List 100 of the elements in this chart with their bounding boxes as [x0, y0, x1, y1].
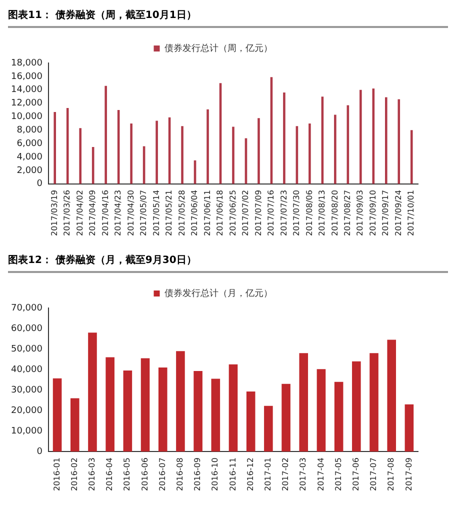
x-tick-label: 2017/07/02: [241, 190, 250, 236]
x-tick-label: 2016-07: [158, 458, 167, 492]
x-tick-label: 2017/05/28: [177, 190, 186, 236]
bar: [264, 406, 273, 452]
x-tick-label: 2017/06/18: [216, 190, 225, 236]
x-tick-label: 2017/06/11: [202, 190, 212, 236]
x-tick-label: 2016-12: [246, 458, 255, 492]
x-tick-label: 2017/09/03: [356, 190, 365, 236]
bar: [176, 351, 185, 452]
bar: [79, 128, 82, 184]
x-tick-label: 2016-10: [210, 458, 220, 492]
bar: [66, 108, 69, 184]
bar: [283, 92, 286, 184]
bar: [211, 378, 220, 452]
legend-label: 债券发行总计（月，亿元）: [164, 288, 272, 299]
bar: [194, 370, 202, 452]
x-tick-label: 2017/05/14: [152, 190, 161, 236]
chart-title: 图表12： 债券融资（月，截至9月30日）: [8, 253, 448, 273]
bar: [246, 391, 256, 452]
x-tick-label: 2017-09: [404, 458, 414, 492]
bar: [156, 120, 158, 184]
y-tick-label: 50,000: [10, 344, 43, 354]
x-tick-label: 2017/06/04: [190, 190, 200, 236]
x-tick-label: 2017-01: [264, 458, 273, 492]
x-tick-label: 2017/04/16: [100, 190, 110, 236]
x-tick-label: 2017/07/16: [266, 190, 276, 236]
x-tick-label: 2016-04: [105, 458, 114, 492]
x-tick-label: 2017/09/24: [394, 190, 403, 236]
x-tick-label: 2016-11: [228, 458, 238, 492]
x-tick-label: 2017/10/01: [406, 190, 416, 236]
bar: [70, 398, 80, 452]
x-tick-label: 2017/04/09: [88, 190, 98, 236]
bar: [130, 123, 132, 184]
y-tick-label: 40,000: [10, 364, 43, 375]
bar: [387, 340, 396, 452]
x-tick-label: 2017-05: [334, 458, 343, 492]
bar: [404, 404, 414, 452]
chart-title: 图表11： 债券融资（周，截至10月1日）: [8, 8, 448, 28]
bar: [228, 364, 238, 452]
y-tick-label: 10,000: [10, 112, 43, 122]
x-tick-label: 2017/07/30: [292, 190, 302, 236]
y-tick-label: 20,000: [10, 406, 43, 416]
x-tick-label: 2017/07/09: [254, 190, 263, 236]
bar: [140, 358, 150, 452]
bar: [308, 123, 311, 184]
x-tick-label: 2017/03/26: [62, 190, 72, 236]
y-tick-label: 60,000: [10, 324, 43, 334]
y-tick-label: 12,000: [10, 98, 43, 109]
bar: [334, 114, 336, 184]
x-tick-label: 2017-06: [351, 458, 360, 492]
bar: [360, 90, 362, 184]
x-tick-label: 2016-08: [176, 458, 185, 492]
bar: [398, 99, 400, 184]
bar: [334, 382, 344, 452]
bar: [106, 357, 114, 452]
x-tick-label: 2017/04/23: [114, 190, 123, 236]
bar: [258, 118, 260, 184]
x-tick-label: 2016-05: [122, 458, 132, 492]
x-tick-label: 2016-03: [88, 458, 97, 492]
x-tick-label: 2017/08/20: [330, 190, 340, 236]
y-tick-label: 8,000: [16, 126, 43, 136]
legend-label: 债券发行总计（周，亿元）: [164, 42, 272, 54]
bar: [123, 370, 132, 452]
x-tick-label: 2016-02: [70, 458, 79, 492]
bar: [104, 86, 107, 184]
x-tick-label: 2017-02: [281, 458, 290, 492]
x-tick-label: 2017/09/17: [381, 190, 390, 236]
bar: [158, 367, 168, 452]
bar: [181, 126, 184, 184]
bar: [206, 109, 209, 184]
bar: [385, 97, 388, 184]
y-tick-label: 30,000: [10, 385, 43, 396]
y-tick-label: 2,000: [16, 166, 43, 176]
x-tick-label: 2017/06/25: [228, 190, 238, 236]
y-tick-label: 70,000: [10, 303, 43, 314]
bar: [370, 353, 378, 452]
x-tick-label: 2017/07/23: [279, 190, 288, 236]
y-tick-label: 10,000: [10, 426, 43, 436]
x-tick-label: 2017/05/07: [139, 190, 148, 236]
x-tick-label: 2017-07: [369, 458, 378, 492]
x-tick-label: 2017/04/30: [126, 190, 136, 236]
x-tick-label: 2017-04: [316, 458, 326, 492]
x-tick-label: 2017/09/10: [368, 190, 378, 236]
x-tick-label: 2017/04/02: [75, 190, 84, 236]
bar: [352, 361, 361, 452]
x-tick-label: 2016-01: [52, 458, 62, 492]
bar: [299, 353, 308, 452]
y-tick-label: 16,000: [10, 72, 43, 82]
x-tick-label: 2016-06: [140, 458, 150, 492]
x-tick-label: 2017/05/21: [164, 190, 174, 236]
y-tick-label: 0: [36, 446, 43, 457]
x-tick-label: 2017-08: [386, 458, 396, 492]
x-tick-label: 2017/03/19: [50, 190, 59, 236]
bar: [282, 384, 290, 452]
bar: [232, 126, 234, 184]
bar: [54, 112, 56, 184]
x-tick-label: 2017/08/06: [304, 190, 314, 236]
y-tick-label: 14,000: [10, 85, 43, 96]
x-tick-label: 2016-09: [193, 458, 202, 492]
y-tick-label: 4,000: [16, 152, 43, 162]
